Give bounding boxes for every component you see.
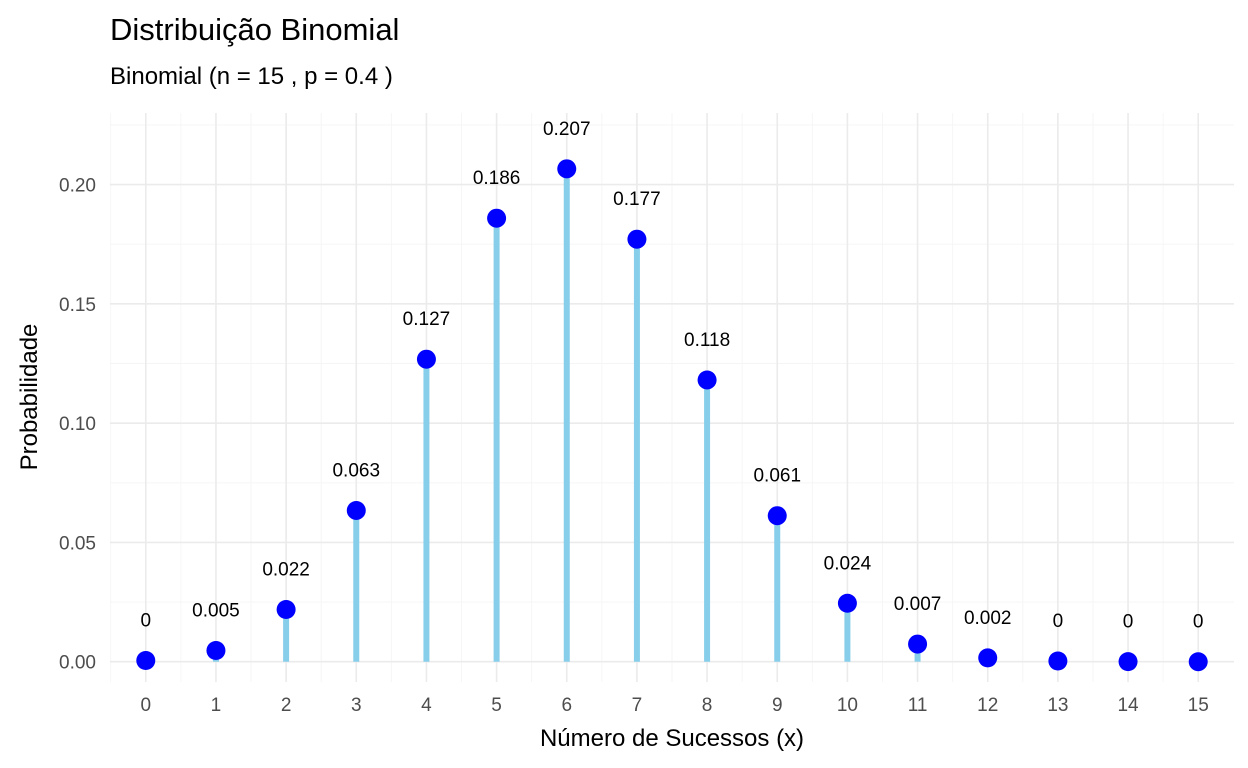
x-tick-label: 7: [632, 695, 643, 716]
data-label: 0.127: [403, 309, 451, 330]
y-tick-label: 0.15: [59, 295, 96, 316]
data-point: [1048, 651, 1068, 671]
data-point: [416, 349, 436, 369]
data-point: [1118, 652, 1138, 672]
y-axis-title: Probabilidade: [16, 324, 43, 471]
x-tick-label: 9: [772, 695, 783, 716]
data-point: [346, 500, 366, 520]
data-labels: 0 0.005 0.022 0.063 0.127 0.186 0.207 0.177 0.11…: [140, 119, 1203, 633]
data-point: [837, 593, 857, 613]
data-point: [136, 651, 156, 671]
data-label: 0.022: [262, 559, 310, 580]
x-tick-label: 3: [351, 695, 362, 716]
data-label: 0: [140, 611, 151, 632]
data-label: 0.063: [332, 460, 380, 481]
y-tick-label: 0.05: [59, 533, 96, 554]
x-tick-label: 13: [1047, 695, 1068, 716]
x-tick-label: 2: [281, 695, 292, 716]
data-point: [697, 370, 717, 390]
points: [136, 159, 1208, 672]
x-tick-label: 15: [1188, 695, 1209, 716]
data-label: 0: [1193, 612, 1204, 633]
data-label: 0.118: [684, 330, 730, 351]
x-tick-label: 6: [561, 695, 572, 716]
data-point: [908, 634, 928, 654]
data-label: 0.177: [613, 189, 661, 210]
data-point: [206, 641, 226, 661]
x-tick-label: 8: [702, 695, 713, 716]
data-label: 0: [1123, 612, 1134, 633]
x-axis-title: Número de Sucessos (x): [540, 725, 804, 752]
x-tick-label: 11: [908, 695, 928, 716]
data-label: 0.186: [473, 168, 521, 189]
x-tick-label: 4: [421, 695, 432, 716]
grid: [110, 113, 1234, 682]
data-point: [767, 506, 787, 526]
data-point: [557, 159, 577, 179]
y-tick-label: 0.20: [59, 176, 96, 197]
x-tick-label: 12: [977, 695, 998, 716]
y-tick-label: 0.00: [59, 653, 96, 674]
x-tick-label: 1: [211, 695, 222, 716]
data-point: [627, 229, 647, 249]
data-label: 0.207: [543, 119, 591, 140]
data-label: 0.061: [753, 466, 801, 487]
data-point: [1188, 652, 1208, 672]
data-label: 0.007: [894, 594, 942, 615]
x-tick-label: 0: [140, 695, 151, 716]
x-tick-label: 5: [491, 695, 502, 716]
y-axis-ticks: 0.00 0.05 0.10 0.15 0.20: [59, 176, 96, 674]
chart-subtitle: Binomial (n = 15 , p = 0.4 ): [110, 63, 393, 90]
x-tick-label: 10: [837, 695, 858, 716]
data-point: [487, 208, 507, 228]
data-label: 0.024: [824, 553, 872, 574]
data-label: 0.005: [192, 601, 240, 622]
data-point: [978, 648, 998, 668]
data-point: [276, 599, 296, 619]
x-axis-ticks: 0 1 2 3 4 5 6 7 8 9 10 11 12 13 14 15: [140, 695, 1208, 716]
data-label: 0.002: [964, 608, 1012, 629]
y-tick-label: 0.10: [59, 414, 96, 435]
chart-title: Distribuição Binomial: [110, 12, 399, 47]
data-label: 0: [1053, 611, 1064, 632]
x-tick-label: 14: [1117, 695, 1139, 716]
